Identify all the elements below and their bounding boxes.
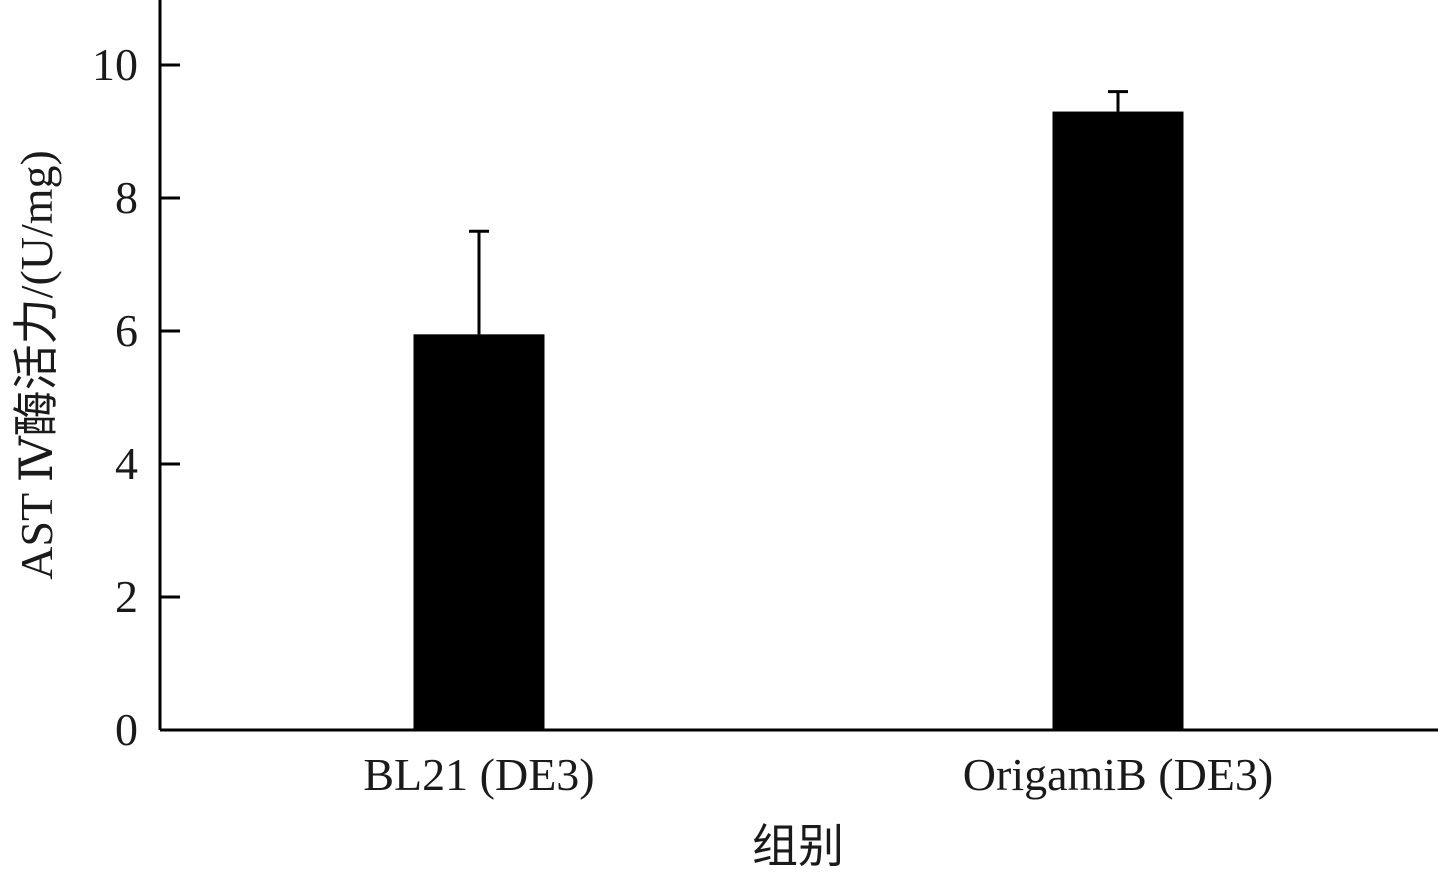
y-axis-ticks: 0 2 4 6 8 10 xyxy=(92,39,180,755)
y-tick-label: 0 xyxy=(115,704,138,755)
y-tick-label: 10 xyxy=(92,39,138,90)
x-tick-label: OrigamiB (DE3) xyxy=(963,749,1273,800)
plot-area xyxy=(413,90,1184,731)
y-axis-title: AST Ⅳ酶活力/(U/mg) xyxy=(11,150,62,580)
x-axis-ticks: BL21 (DE3) OrigamiB (DE3) xyxy=(363,749,1273,800)
bar xyxy=(413,334,545,730)
y-tick-label: 8 xyxy=(115,172,138,223)
y-tick-label: 4 xyxy=(115,438,138,489)
y-tick-label: 6 xyxy=(115,305,138,356)
bar xyxy=(1052,111,1184,731)
x-axis-title: 组别 xyxy=(752,821,844,872)
x-tick-label: BL21 (DE3) xyxy=(363,749,594,800)
y-tick-label: 2 xyxy=(115,571,138,622)
